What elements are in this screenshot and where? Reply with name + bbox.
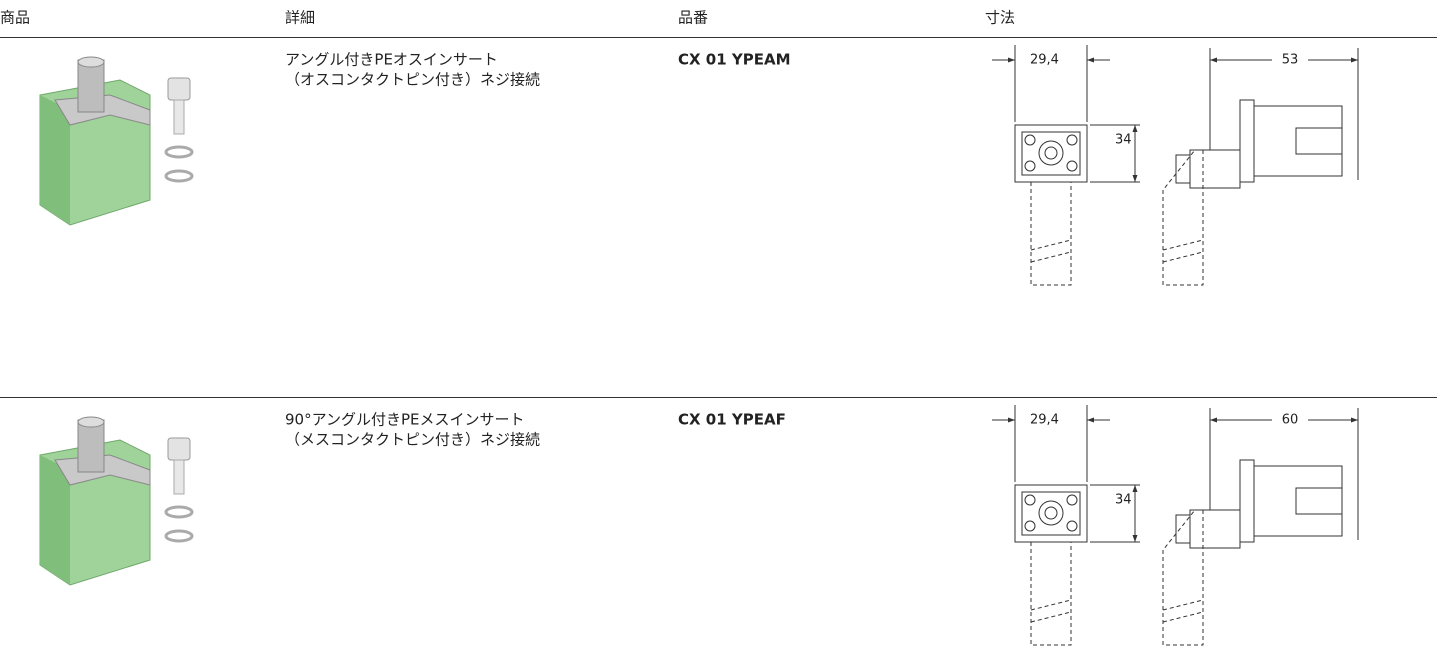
front-view-inner <box>1021 491 1081 536</box>
side-view-slot <box>1295 127 1343 155</box>
front-view <box>1014 124 1088 183</box>
screw-symbol <box>1066 494 1078 506</box>
column-header: 商品 <box>0 9 30 27</box>
pe-post-top <box>77 56 105 68</box>
arrow-head <box>1132 175 1138 182</box>
screw-shaft <box>173 459 185 495</box>
dimension-label: 60 <box>1282 413 1299 428</box>
screw-shaft <box>173 99 185 135</box>
product-detail: （オスコンタクトピン付き）ネジ接続 <box>285 71 540 89</box>
pe-post <box>77 59 105 113</box>
screw-symbol <box>1024 134 1036 146</box>
product-image <box>39 56 194 226</box>
dimension-drawing: 29,4 34 53 <box>992 45 1359 286</box>
label-bg <box>1272 412 1308 428</box>
pe-post <box>77 419 105 473</box>
front-view-contact <box>1038 140 1064 166</box>
label-bg <box>1272 52 1308 68</box>
screw-symbol <box>1066 160 1078 172</box>
dimension-label: 53 <box>1282 53 1299 68</box>
arrow-head <box>1132 125 1138 132</box>
part-number: CX 01 YPEAM <box>678 51 791 69</box>
cable-outline <box>1030 542 1072 646</box>
screw-symbol <box>1024 160 1036 172</box>
arrow-head <box>1087 57 1094 63</box>
table-row: 90°アングル付きPEメスインサート （メスコンタクトピン付き）ネジ接続 CX 01… <box>0 397 1437 646</box>
dimension-label: 29,4 <box>1030 53 1059 68</box>
side-view-neck <box>1189 149 1241 189</box>
column-header: 詳細 <box>285 9 315 27</box>
screw-head <box>167 437 191 461</box>
screw-head <box>167 77 191 101</box>
cable-outline <box>1030 182 1072 286</box>
screw-symbol <box>1024 494 1036 506</box>
product-detail: （メスコンタクトピン付き）ネジ接続 <box>285 431 540 449</box>
column-header: 品番 <box>678 9 708 27</box>
screw-symbol <box>1066 520 1078 532</box>
part-number: CX 01 YPEAF <box>678 411 786 429</box>
arrow-head <box>1351 417 1358 423</box>
arrow-head <box>1132 485 1138 492</box>
arrow-head <box>1210 57 1217 63</box>
side-view-neck <box>1189 509 1241 549</box>
arrow-head <box>1351 57 1358 63</box>
product-detail: 90°アングル付きPEメスインサート <box>285 411 525 429</box>
dimension-label: 34 <box>1115 493 1132 508</box>
screw-symbol <box>1066 134 1078 146</box>
side-view-flange <box>1239 459 1255 543</box>
insert-side <box>40 455 70 585</box>
side-view-slot <box>1295 487 1343 515</box>
product-detail: アングル付きPEオスインサート <box>285 51 498 69</box>
product-image <box>39 416 194 586</box>
arrow-head <box>1087 417 1094 423</box>
side-view-flange <box>1239 99 1255 183</box>
table-row: アングル付きPEオスインサート （オスコンタクトピン付き）ネジ接続 CX 01 YP… <box>39 45 1359 286</box>
washer <box>164 529 194 543</box>
side-view-body <box>1253 465 1343 537</box>
pe-post-top <box>77 416 105 428</box>
insert-side <box>40 95 70 225</box>
arrow-head <box>1132 535 1138 542</box>
front-view-contact <box>1044 146 1058 160</box>
screw-symbol <box>1024 520 1036 532</box>
washer <box>164 145 194 159</box>
front-view-contact <box>1044 506 1058 520</box>
arrow-head <box>1210 417 1217 423</box>
washer <box>164 505 194 519</box>
arrow-head <box>1008 57 1015 63</box>
front-view-contact <box>1038 500 1064 526</box>
arrow-head <box>1008 417 1015 423</box>
side-view-body <box>1253 105 1343 177</box>
dimension-drawing: 29,4 34 60 <box>992 405 1359 646</box>
dimension-label: 34 <box>1115 133 1132 148</box>
washer <box>164 169 194 183</box>
column-header: 寸法 <box>985 9 1015 27</box>
front-view <box>1014 484 1088 543</box>
cable-outline <box>1162 149 1204 286</box>
cable-outline <box>1162 509 1204 646</box>
front-view-inner <box>1021 131 1081 176</box>
dimension-label: 29,4 <box>1030 413 1059 428</box>
